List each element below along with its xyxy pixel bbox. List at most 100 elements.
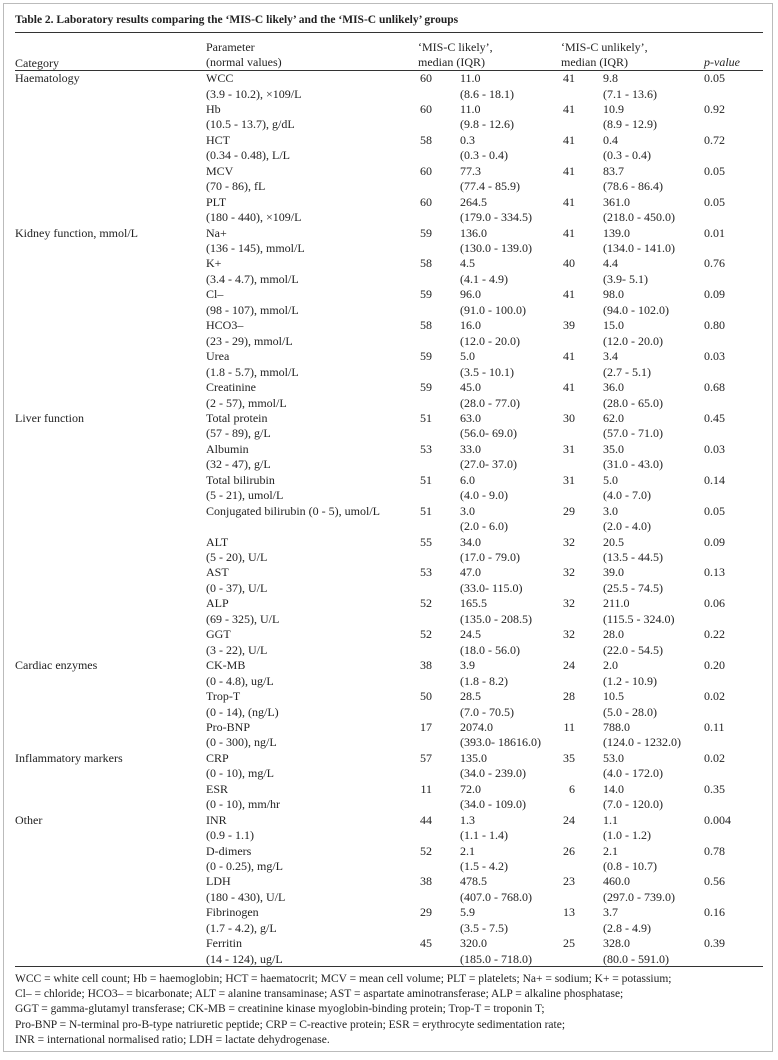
likely-median: 6.0: [460, 472, 475, 487]
normal-values: (69 - 325), U/L: [206, 611, 280, 626]
normal-values: (0 - 14), (ng/L): [206, 704, 279, 719]
unlikely-median: 14.0: [603, 781, 624, 796]
p-value: 0.01: [704, 225, 725, 240]
parameter: GGT: [206, 627, 231, 642]
likely-iqr: (185.0 - 718.0): [460, 951, 532, 966]
p-value: 0.02: [704, 750, 725, 765]
parameter: Hb: [206, 101, 221, 116]
p-value: 0.72: [704, 132, 725, 147]
unlikely-median: 2.0: [603, 658, 618, 673]
parameter: Urea: [206, 349, 230, 364]
header-p-value: p-value: [704, 55, 740, 69]
unlikely-iqr: (4.0 - 7.0): [603, 488, 651, 503]
normal-values: (180 - 440), ×109/L: [206, 210, 302, 225]
unlikely-iqr: (28.0 - 65.0): [603, 395, 663, 410]
normal-values: (57 - 89), g/L: [206, 426, 271, 441]
unlikely-n: 11: [563, 719, 575, 734]
p-value: 0.13: [704, 565, 725, 580]
likely-iqr: (393.0- 18616.0): [460, 735, 541, 750]
likely-n: 53: [420, 565, 432, 580]
likely-iqr: (34.0 - 109.0): [460, 797, 526, 812]
likely-median: 34.0: [460, 534, 481, 549]
unlikely-median: 35.0: [603, 441, 624, 456]
unlikely-median: 4.4: [603, 256, 618, 271]
p-value: 0.35: [704, 781, 725, 796]
unlikely-iqr: (31.0 - 43.0): [603, 457, 663, 472]
likely-median: 165.5: [460, 596, 487, 611]
unlikely-n: 6: [569, 781, 575, 796]
unlikely-median: 53.0: [603, 750, 624, 765]
likely-n: 59: [420, 380, 432, 394]
likely-median: 136.0: [460, 225, 487, 240]
normal-values: (70 - 86), fL: [206, 179, 266, 194]
likely-n: 59: [420, 349, 432, 364]
unlikely-n: 41: [563, 380, 575, 394]
normal-values: (23 - 29), mmol/L: [206, 333, 293, 348]
likely-iqr: (91.0 - 100.0): [460, 302, 526, 317]
parameter: PLT: [206, 194, 227, 209]
p-value: 0.03: [704, 349, 725, 364]
unlikely-n: 30: [563, 410, 575, 425]
p-value: 0.78: [704, 843, 725, 858]
likely-n: 44: [420, 812, 432, 827]
likely-median: 3.9: [460, 658, 475, 673]
unlikely-median: 139.0: [603, 225, 630, 240]
likely-iqr: (0.3 - 0.4): [460, 148, 508, 163]
parameter: CRP: [206, 750, 229, 765]
p-value: 0.20: [704, 658, 725, 673]
likely-median: 1.3: [460, 812, 475, 827]
category: Liver function: [15, 410, 84, 425]
unlikely-n: 40: [563, 256, 575, 271]
p-value: 0.92: [704, 101, 725, 116]
unlikely-n: 41: [563, 194, 575, 209]
unlikely-iqr: (0.3 - 0.4): [603, 148, 651, 163]
unlikely-median: 10.9: [603, 101, 624, 116]
category: Cardiac enzymes: [15, 658, 98, 673]
likely-n: 60: [420, 101, 432, 116]
likely-iqr: (28.0 - 77.0): [460, 395, 520, 410]
likely-iqr: (1.8 - 8.2): [460, 673, 508, 688]
unlikely-n: 41: [563, 225, 575, 240]
normal-values: (1.7 - 4.2), g/L: [206, 920, 277, 935]
likely-n: 60: [420, 194, 432, 209]
normal-values: (0 - 10), mg/L: [206, 766, 274, 781]
likely-iqr: (17.0 - 79.0): [460, 550, 520, 564]
likely-iqr: (9.8 - 12.6): [460, 117, 514, 132]
unlikely-iqr: (22.0 - 54.5): [603, 642, 663, 657]
normal-values: (14 - 124), ug/L: [206, 951, 283, 966]
likely-iqr: (179.0 - 334.5): [460, 210, 532, 225]
header-likely: ‘MIS-C likely’,: [418, 40, 493, 54]
likely-iqr: (33.0- 115.0): [460, 580, 523, 595]
likely-iqr: (12.0 - 20.0): [460, 333, 520, 348]
parameter: ESR: [206, 781, 229, 796]
likely-n: 53: [420, 441, 432, 456]
likely-median: 3.0: [460, 503, 475, 518]
likely-iqr: (27.0- 37.0): [460, 457, 517, 472]
header-unlikely: median (IQR): [561, 55, 628, 69]
unlikely-iqr: (5.0 - 28.0): [603, 704, 657, 719]
unlikely-n: 41: [563, 71, 575, 85]
unlikely-median: 10.5: [603, 689, 624, 703]
unlikely-iqr: (8.9 - 12.9): [603, 117, 657, 132]
likely-median: 2074.0: [460, 719, 493, 734]
likely-n: 38: [420, 658, 432, 673]
unlikely-iqr: (297.0 - 739.0): [603, 889, 675, 904]
likely-n: 38: [420, 874, 432, 889]
likely-n: 58: [420, 132, 432, 147]
likely-n: 17: [420, 719, 432, 734]
likely-n: 50: [420, 689, 432, 703]
likely-n: 60: [420, 163, 432, 178]
unlikely-median: 1.1: [603, 812, 618, 827]
likely-median: 478.5: [460, 874, 487, 889]
normal-values: (0 - 0.25), mg/L: [206, 859, 283, 873]
likely-n: 60: [420, 71, 432, 85]
normal-values: (0 - 37), U/L: [206, 580, 268, 595]
unlikely-median: 328.0: [603, 936, 630, 951]
likely-n: 45: [420, 936, 432, 951]
normal-values: (0.34 - 0.48), L/L: [206, 148, 290, 163]
parameter: K+: [206, 256, 222, 271]
unlikely-iqr: (94.0 - 102.0): [603, 302, 669, 317]
table-title: Table 2. Laboratory results comparing th…: [15, 14, 459, 26]
likely-n: 51: [420, 503, 432, 518]
unlikely-n: 13: [563, 905, 575, 920]
